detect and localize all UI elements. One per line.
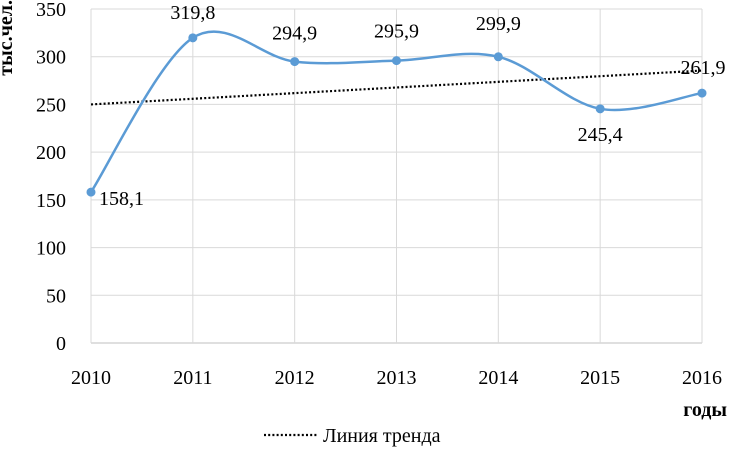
trendline-group [90,69,703,106]
data-label: 295,9 [374,21,419,43]
y-tick-label: 50 [46,285,66,307]
axis-ticks: 0 50 100 150 200 250 300 350 2010 2011 2012 2013 201… [36,0,722,389]
y-tick-label: 350 [36,0,66,21]
y-tick-label: 100 [36,238,66,260]
trendline [90,69,703,106]
data-label: 261,9 [681,57,726,79]
data-label: 158,1 [99,188,144,210]
legend-trendline-label: Линия тренда [323,425,441,447]
y-tick-label: 250 [36,94,66,116]
x-tick-label: 2012 [275,367,315,389]
data-point [595,104,605,114]
y-tick-label: 300 [36,47,66,69]
x-tick-label: 2010 [71,367,111,389]
series-group [86,30,707,197]
y-axis-label: тыс.чел. [0,0,17,76]
legend: Линия тренда [264,425,441,447]
x-tick-label: 2013 [377,367,417,389]
x-tick-label: 2016 [682,367,722,389]
x-tick-label: 2014 [478,367,518,389]
data-point [290,57,300,67]
data-point [86,187,96,197]
y-tick-label: 200 [36,142,66,164]
data-label: 319,8 [170,2,215,24]
data-point [493,52,503,62]
data-label: 294,9 [272,23,317,45]
data-point [392,56,401,66]
y-tick-label: 150 [36,190,66,212]
data-point [188,33,198,43]
x-tick-label: 2015 [580,367,620,389]
y-tick-label: 0 [56,333,66,355]
data-label: 245,4 [578,124,623,146]
x-tick-label: 2011 [173,367,212,389]
data-labels: 158,1 319,8 294,9 295,9 299,9 245,4 261,9 [99,2,726,210]
x-axis-label: годы [683,399,727,421]
data-label: 299,9 [476,13,521,35]
data-point [697,88,707,98]
